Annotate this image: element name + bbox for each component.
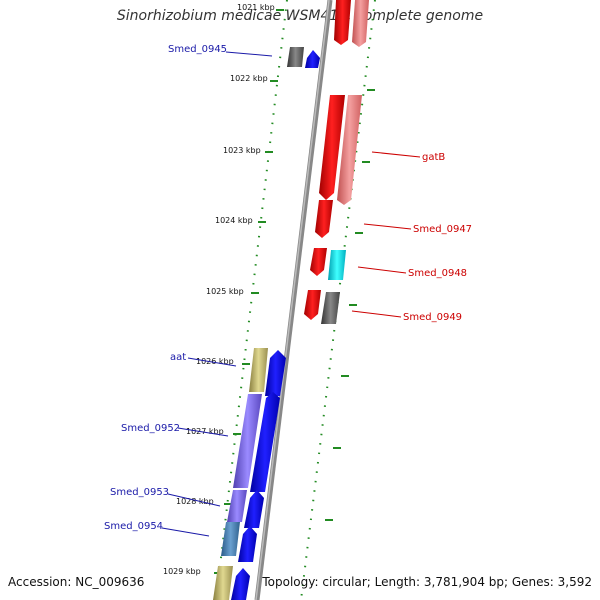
left-leader-lines (161, 51, 273, 537)
gene-Smed_0947[interactable] (315, 200, 333, 238)
gene-red-top[interactable] (334, 0, 351, 45)
gene-gatB[interactable] (319, 95, 345, 200)
gene-label-Smed_0953[interactable]: Smed_0953 (110, 487, 169, 498)
gene-label-Smed_0945[interactable]: Smed_0945 (168, 44, 227, 55)
gene-bottom-olive[interactable] (213, 566, 233, 600)
gene-Smed_0954[interactable] (238, 526, 257, 562)
genome-backbone-highlight (255, 0, 330, 600)
gene-pink-top[interactable] (352, 0, 369, 47)
gene-Smed_0949-gray[interactable] (321, 292, 340, 324)
genome-summary-text: Topology: circular; Length: 3,781,904 bp… (262, 575, 592, 589)
tick-label-1027: 1027 kbp (186, 427, 224, 436)
gene-label-Smed_0954[interactable]: Smed_0954 (104, 521, 163, 532)
gene-Smed_0952[interactable] (250, 392, 280, 492)
accession-text: Accession: NC_009636 (8, 575, 145, 589)
gene-label-aat[interactable]: aat (170, 352, 186, 363)
genome-backbone (254, 0, 333, 600)
gene-gatB-pink[interactable] (337, 95, 362, 205)
tick-label-1022: 1022 kbp (230, 74, 268, 83)
tick-label-1026: 1026 kbp (196, 357, 234, 366)
gene-Smed_0945-gray[interactable] (287, 47, 304, 67)
gene-Smed_0952-purple[interactable] (233, 394, 262, 488)
gene-Smed_0953[interactable] (244, 490, 264, 528)
gene-Smed_0945[interactable] (305, 50, 320, 68)
gene-aat[interactable] (265, 350, 286, 396)
right-track-boundary (300, 0, 376, 600)
tick-label-1025: 1025 kbp (206, 287, 244, 296)
gene-label-Smed_0949[interactable]: Smed_0949 (403, 312, 462, 323)
tick-label-1024: 1024 kbp (215, 216, 253, 225)
tick-label-1023: 1023 kbp (223, 146, 261, 155)
tick-label-1021: 1021 kbp (237, 3, 275, 12)
tick-label-1028: 1028 kbp (176, 497, 214, 506)
gene-Smed_0948-cyan[interactable] (328, 250, 346, 280)
gene-label-Smed_0952[interactable]: Smed_0952 (121, 423, 180, 434)
gene-Smed_0949[interactable] (304, 290, 321, 320)
gene-aat-olive[interactable] (249, 348, 268, 392)
gene-label-Smed_0947[interactable]: Smed_0947 (413, 224, 472, 235)
tick-label-1029: 1029 kbp (163, 567, 201, 576)
diagram-title: Sinorhizobium medicae WSM419, complete g… (116, 8, 484, 24)
gene-label-gatB[interactable]: gatB (422, 152, 445, 163)
gene-bottom-blue[interactable] (231, 568, 250, 600)
gene-Smed_0953-purple[interactable] (227, 490, 247, 522)
gene-Smed_0954-steel[interactable] (221, 522, 240, 556)
gene-Smed_0948[interactable] (310, 248, 327, 276)
right-leader-lines (351, 151, 421, 318)
gene-label-Smed_0948[interactable]: Smed_0948 (408, 268, 467, 279)
